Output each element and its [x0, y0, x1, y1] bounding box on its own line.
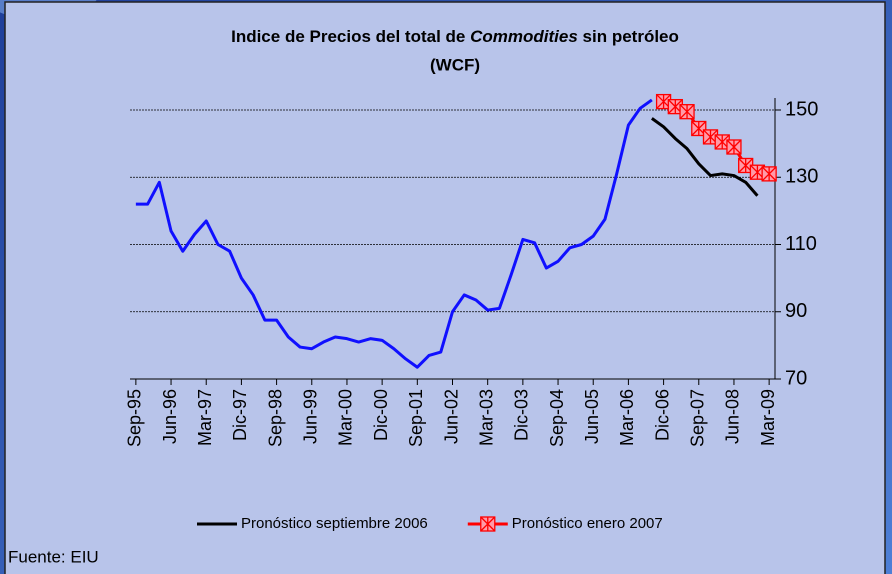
x-tick-label: Sep-04: [547, 389, 567, 447]
marker-cross: [679, 104, 695, 120]
x-tick-label: Jun-08: [723, 389, 743, 444]
x-tick-label: Sep-07: [688, 389, 708, 447]
x-tick-label: Sep-01: [406, 389, 426, 447]
marker-cross: [726, 139, 742, 155]
x-tick-label: Mar-97: [195, 389, 215, 446]
marker: [691, 120, 707, 137]
series-line: [135, 98, 653, 369]
marker-cross: [480, 516, 496, 532]
marker: [726, 139, 742, 155]
y-tick-label: 110: [785, 233, 817, 255]
x-tick-label: Mar-06: [617, 389, 637, 446]
source-note: Fuente: EIU: [8, 547, 99, 566]
legend-label: Pronóstico septiembre 2006: [241, 515, 428, 532]
chart-subtitle: (WCF): [430, 55, 480, 74]
x-tick-label: Mar-00: [336, 389, 356, 446]
y-tick-label: 150: [785, 98, 818, 120]
legend-label: Pronóstico enero 2007: [512, 515, 663, 532]
x-tick-label: Dic-06: [652, 389, 672, 441]
x-tick-label: Jun-96: [160, 389, 180, 444]
x-tick-label: Jun-05: [582, 389, 602, 444]
marker: [655, 93, 672, 110]
chart-title: Indice de Precios del total de Commoditi…: [231, 27, 679, 46]
y-tick-label: 70: [785, 367, 807, 389]
title-part: Indice de Precios del total de: [231, 27, 465, 46]
x-tick-label: Jun-02: [441, 389, 461, 444]
x-tick-label: Mar-03: [476, 389, 496, 446]
chart-panel: [4, 1, 886, 574]
marker: [480, 516, 496, 532]
x-tick-label: Mar-09: [758, 389, 778, 446]
title-part: Commodities: [470, 27, 578, 46]
y-tick-label: 130: [785, 166, 818, 188]
marker: [761, 166, 777, 182]
marker: [679, 104, 695, 120]
x-tick-label: Sep-95: [125, 389, 145, 447]
title-part: sin petróleo: [583, 27, 679, 46]
series-line: [650, 117, 759, 197]
x-tick-label: Dic-00: [371, 389, 391, 441]
x-tick-label: Jun-99: [301, 389, 321, 444]
x-tick-label: Dic-03: [512, 389, 532, 441]
marker-cross: [761, 166, 777, 182]
x-tick-label: Sep-98: [265, 389, 285, 447]
y-tick-label: 90: [785, 300, 807, 322]
x-tick-label: Dic-97: [230, 389, 250, 441]
marker: [738, 157, 754, 174]
